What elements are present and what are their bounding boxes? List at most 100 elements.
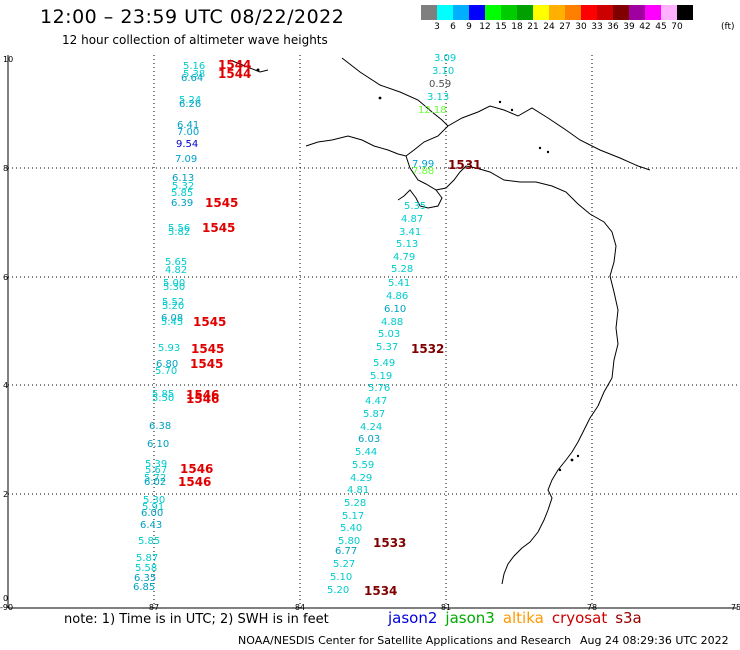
wave-height-value: 5.10 bbox=[330, 572, 353, 583]
wave-height-value: 5.28 bbox=[344, 498, 367, 509]
wave-height-value: 6.02 bbox=[144, 477, 167, 488]
wave-height-value: 6.03 bbox=[358, 434, 381, 445]
latitude-label: 10 bbox=[3, 55, 14, 64]
footer-timestamp: Aug 24 08:29:36 UTC 2022 bbox=[580, 634, 729, 647]
colorbar-swatch bbox=[581, 5, 597, 20]
wave-height-value: 5.38 bbox=[183, 69, 206, 80]
wave-height-value: 7.09 bbox=[175, 154, 198, 165]
map-subtitle: 12 hour collection of altimeter wave hei… bbox=[62, 33, 328, 47]
longitude-label: -90 bbox=[0, 603, 14, 612]
wave-height-value: 5.28 bbox=[391, 264, 414, 275]
wave-height-value: 5.72 bbox=[144, 473, 167, 484]
wave-height-value: 5.44 bbox=[355, 447, 378, 458]
wave-height-value: 5.37 bbox=[376, 342, 399, 353]
wave-height-value: 5.30 bbox=[163, 282, 186, 293]
wave-height-value: 4.88 bbox=[381, 317, 404, 328]
wave-height-value: 5.70 bbox=[155, 366, 178, 377]
colorbar-swatch bbox=[565, 5, 581, 20]
latitude-label: 8 bbox=[3, 164, 9, 173]
wave-height-value: 5.82 bbox=[168, 227, 191, 238]
colorbar-swatch bbox=[613, 5, 629, 20]
wave-height-value: 5.30 bbox=[143, 495, 166, 506]
colorbar-swatch bbox=[469, 5, 485, 20]
wave-height-value: 5.19 bbox=[370, 371, 393, 382]
wave-height-value: 5.13 bbox=[396, 239, 419, 250]
wave-height-value: 4.87 bbox=[401, 214, 424, 225]
pass-time-label: 1544 bbox=[218, 67, 252, 81]
wave-height-value: 5.59 bbox=[352, 460, 375, 471]
wave-height-value: 5.24 bbox=[179, 95, 202, 106]
wave-height-value: 6.41 bbox=[177, 120, 200, 131]
wave-height-value: 5.76 bbox=[368, 383, 391, 394]
wave-height-value: 6.26 bbox=[179, 99, 202, 110]
pass-time-label: 1545 bbox=[202, 221, 236, 235]
colorbar-label: 15 bbox=[495, 22, 507, 32]
pass-time-label: 1533 bbox=[373, 536, 407, 550]
wave-height-value: 6.43 bbox=[140, 520, 163, 531]
colorbar-label: 18 bbox=[511, 22, 523, 32]
latitude-label: 2 bbox=[3, 490, 9, 499]
colorbar-swatch bbox=[437, 5, 453, 20]
wave-height-value: 4.29 bbox=[350, 473, 373, 484]
wave-height-value: 5.40 bbox=[340, 523, 363, 534]
pass-time-label: 1546 bbox=[180, 462, 214, 476]
wave-height-value: 3.09 bbox=[434, 53, 457, 64]
wave-height-value: 5.39 bbox=[145, 459, 168, 470]
longitude-label: -78 bbox=[584, 603, 598, 612]
colorbar-swatch bbox=[677, 5, 693, 20]
wave-height-value: 6.08 bbox=[161, 313, 184, 324]
wave-height-value: 6.39 bbox=[171, 198, 194, 209]
colorbar-label: 12 bbox=[479, 22, 491, 32]
wave-height-value: 4.24 bbox=[360, 422, 383, 433]
wave-height-value: 6.38 bbox=[149, 421, 172, 432]
coastline bbox=[229, 57, 651, 585]
longitude-label: -87 bbox=[146, 603, 160, 612]
wave-height-value: 4.82 bbox=[165, 265, 188, 276]
legend-cryosat: cryosat bbox=[551, 609, 608, 627]
colorbar-swatch bbox=[661, 5, 677, 20]
colorbar-label: 30 bbox=[575, 22, 587, 32]
wave-height-value: 6.10 bbox=[384, 304, 407, 315]
pass-time-label: 1546 bbox=[186, 388, 220, 402]
wave-height-value: 7.99 bbox=[412, 159, 435, 170]
colorbar-swatch bbox=[501, 5, 517, 20]
latitude-label: 0 bbox=[3, 594, 9, 603]
wave-height-value: 5.85 bbox=[138, 536, 161, 547]
colorbar-swatch bbox=[597, 5, 613, 20]
longitude-label: -84 bbox=[292, 603, 306, 612]
wave-height-value: 5.91 bbox=[142, 502, 165, 513]
wave-height-value: 5.56 bbox=[168, 223, 191, 234]
islands bbox=[256, 68, 580, 472]
wave-height-value: 5.87 bbox=[363, 409, 386, 420]
pass-time-label: 1544 bbox=[218, 58, 252, 72]
colorbar-swatch bbox=[533, 5, 549, 20]
wave-height-value: 5.87 bbox=[136, 553, 159, 564]
colorbar-label: 9 bbox=[466, 22, 472, 32]
colorbar-swatch bbox=[421, 5, 437, 20]
colorbar-label: 36 bbox=[607, 22, 619, 32]
legend-jason2: jason2 bbox=[388, 609, 438, 627]
wave-height-value: 5.85 bbox=[171, 188, 194, 199]
wave-height-value: 6.13 bbox=[172, 173, 195, 184]
colorbar-labels: 3 6 9 12 15 18 21 24 27 30 33 36 39 42 45 70 bbox=[421, 22, 685, 32]
wave-height-value: 12.18 bbox=[418, 105, 447, 116]
wave-height-value: 5.20 bbox=[327, 585, 350, 596]
map-frame bbox=[7, 55, 738, 609]
colorbar-swatch bbox=[485, 5, 501, 20]
wave-height-value: 5.50 bbox=[152, 393, 175, 404]
wave-height-value: 6.00 bbox=[141, 508, 164, 519]
wave-height-value: 0.59 bbox=[429, 79, 452, 90]
wave-height-value: 7.00 bbox=[177, 127, 200, 138]
wave-height-value: 5.16 bbox=[183, 61, 206, 72]
graticule bbox=[8, 55, 738, 608]
wave-height-value: 3.10 bbox=[432, 66, 455, 77]
colorbar-label: 24 bbox=[543, 22, 555, 32]
colorbar-label: 6 bbox=[450, 22, 456, 32]
pass-time-label: 1534 bbox=[364, 584, 398, 598]
wave-height-value: 6.77 bbox=[335, 546, 358, 557]
colorbar-swatch bbox=[517, 5, 533, 20]
wave-height-value: 5.35 bbox=[404, 201, 427, 212]
wave-height-value: 6.80 bbox=[156, 359, 179, 370]
wave-height-value: 4.81 bbox=[347, 485, 370, 496]
